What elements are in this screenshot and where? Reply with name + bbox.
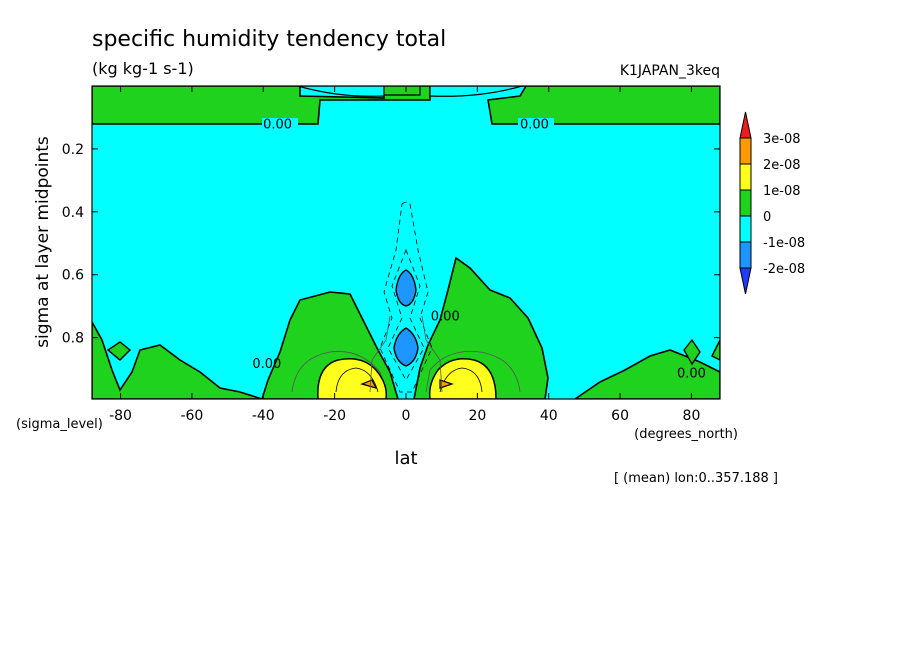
upper-label-gap-left xyxy=(262,118,298,130)
x-tick-label: 0 xyxy=(402,408,411,424)
colorbar-label: 0 xyxy=(763,210,771,225)
x-tick-label: -80 xyxy=(109,408,132,424)
x-tick-label: 40 xyxy=(540,408,558,424)
colorbar-segment xyxy=(739,163,752,191)
colorbar-bottom-arrow xyxy=(739,267,752,295)
colorbar-top-arrow xyxy=(739,111,752,139)
contour-labels: 0.00 0.00 0.00 0.00 0.00 xyxy=(252,118,706,382)
x-tick-label: 60 xyxy=(611,408,629,424)
contour-label: 0.00 xyxy=(263,118,292,133)
x-unit-label: (degrees_north) xyxy=(634,427,738,442)
negative-core-lower xyxy=(393,327,419,367)
x-tick-label: -20 xyxy=(323,408,346,424)
y-tick-label: 0.2 xyxy=(62,142,84,158)
x-tick-label: -40 xyxy=(252,408,275,424)
thin-gray-contour xyxy=(369,315,443,393)
core-right xyxy=(439,379,454,389)
colorbar-segment xyxy=(739,215,752,243)
negative-core-upper xyxy=(395,269,417,307)
x-tick-label: 80 xyxy=(683,408,701,424)
contour-label: 0.00 xyxy=(677,366,706,381)
upper-gap xyxy=(297,86,523,97)
contour-label: 0.00 xyxy=(252,357,281,372)
thin-contour-left xyxy=(291,351,387,393)
thin-contour-right xyxy=(425,351,521,393)
x-tick-label: -60 xyxy=(180,408,203,424)
y-unit-label: (sigma_level) xyxy=(16,417,103,432)
colorbar-label: -2e-08 xyxy=(763,262,805,277)
chart-units: (kg kg-1 s-1) xyxy=(92,59,194,78)
max-left-inner xyxy=(335,367,379,393)
contour-label: 0.00 xyxy=(520,118,549,133)
contour-label: 0.00 xyxy=(431,310,460,325)
max-left xyxy=(317,358,388,399)
colorbar-segment xyxy=(739,137,752,165)
core-left xyxy=(360,379,378,389)
colorbar-label: -1e-08 xyxy=(763,236,805,251)
left-small-patch xyxy=(106,341,132,361)
lower-positive-left xyxy=(92,320,263,399)
y-tick-label: 0.8 xyxy=(62,331,84,347)
footnote: [ (mean) lon:0..357.188 ] xyxy=(614,471,778,486)
right-small-patch xyxy=(683,338,701,366)
colorbar-segment xyxy=(739,189,752,217)
y-tick-label: 0.6 xyxy=(62,268,84,284)
upper-positive-band xyxy=(92,86,720,125)
lower-positive-right xyxy=(573,349,720,399)
colorbar-label: 1e-08 xyxy=(763,184,801,199)
x-axis-label: lat xyxy=(394,448,417,469)
y-axis-label: sigma at layer midpoints xyxy=(33,136,53,348)
colorbar-label: 3e-08 xyxy=(763,132,801,147)
y-tick-label: 0.4 xyxy=(62,205,84,221)
right-edge-patch xyxy=(711,339,720,361)
colorbar-label: 2e-08 xyxy=(763,158,801,173)
max-right xyxy=(428,358,497,399)
colorbar: 3e-08 2e-08 1e-08 0 -1e-08 -2e-08 xyxy=(739,111,805,295)
y-axis: 0.2 0.4 0.6 0.8 xyxy=(62,142,720,347)
colorbar-segment xyxy=(739,241,752,269)
chart-title: specific humidity tendency total xyxy=(92,27,446,52)
dashed-contour-inner xyxy=(387,248,425,381)
upper-center-patch xyxy=(383,86,421,96)
dashed-contour-outer xyxy=(379,201,433,393)
plot-area: 0.00 0.00 0.00 0.00 0.00 xyxy=(92,86,720,399)
x-axis: -80 -60 -40 -20 0 20 40 60 80 xyxy=(109,86,700,424)
run-label: K1JAPAN_3keq xyxy=(620,63,720,79)
upper-label-gap-right xyxy=(518,118,554,130)
x-tick-label: 20 xyxy=(468,408,486,424)
